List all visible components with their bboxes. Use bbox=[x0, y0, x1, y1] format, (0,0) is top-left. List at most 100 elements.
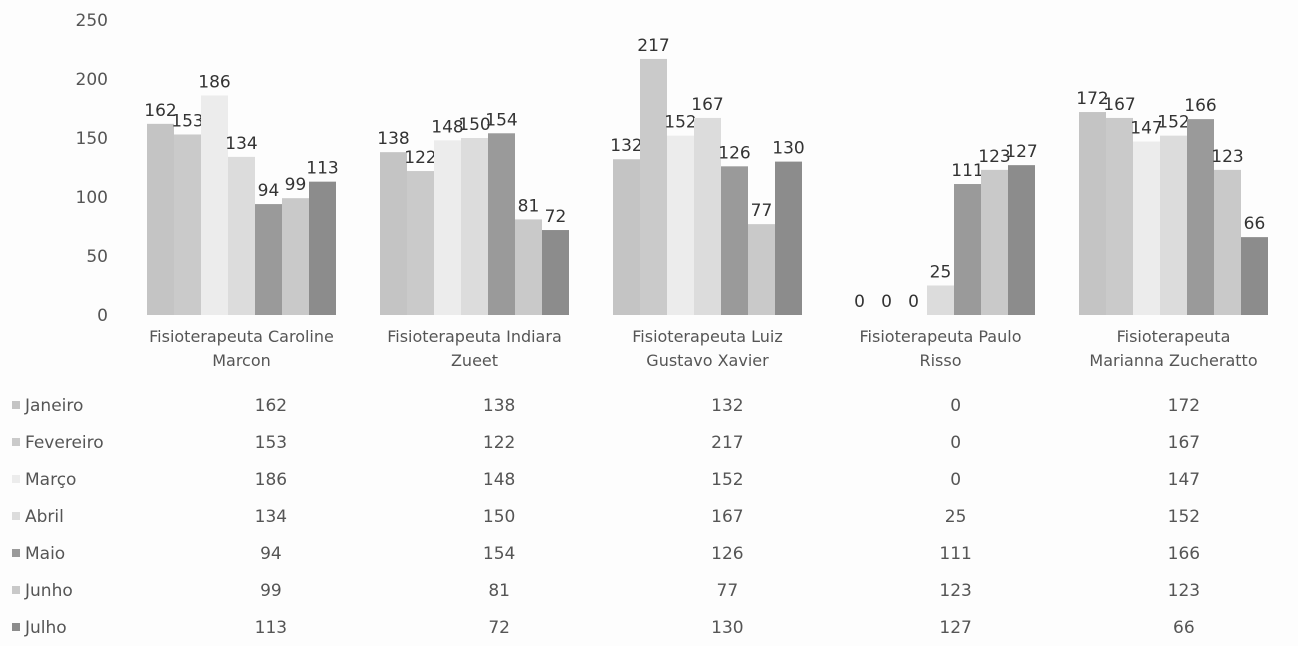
x-category-label: Zueet bbox=[451, 351, 498, 370]
legend-entry: Maio bbox=[0, 535, 157, 572]
legend-swatch bbox=[12, 437, 20, 446]
data-label: 147 bbox=[1130, 119, 1162, 139]
bar bbox=[775, 161, 802, 315]
data-label: 77 bbox=[751, 201, 773, 221]
x-category-label: Fisioterapeuta Caroline bbox=[149, 327, 334, 346]
table-cell: 148 bbox=[482, 469, 516, 490]
data-label: 167 bbox=[1103, 95, 1135, 115]
y-tick-label: 100 bbox=[76, 188, 108, 208]
table-cell: 123 bbox=[1167, 580, 1201, 601]
bar bbox=[981, 169, 1008, 315]
bar bbox=[1008, 165, 1035, 315]
bar bbox=[255, 204, 282, 315]
table-cell: 0 bbox=[950, 395, 962, 416]
table-row: Março 186 148 152 0 147 bbox=[0, 461, 1298, 498]
bar bbox=[201, 95, 228, 316]
y-tick-label: 150 bbox=[76, 129, 108, 149]
legend-entry: Abril bbox=[0, 498, 157, 535]
series-name: Julho bbox=[25, 617, 67, 638]
table-cell: 132 bbox=[711, 395, 744, 416]
bar bbox=[694, 117, 721, 315]
bar bbox=[1106, 117, 1133, 315]
bar bbox=[667, 135, 694, 315]
data-label: 148 bbox=[431, 117, 463, 137]
data-label: 150 bbox=[458, 115, 490, 135]
table-cell: 130 bbox=[711, 617, 744, 638]
table-cell: 153 bbox=[254, 432, 288, 453]
legend-swatch bbox=[12, 548, 20, 557]
bar bbox=[1187, 119, 1214, 316]
table-cell: 147 bbox=[1167, 469, 1201, 490]
bar bbox=[282, 198, 309, 315]
data-label: 130 bbox=[772, 139, 804, 159]
table-cell: 113 bbox=[254, 617, 288, 638]
table-cell: 127 bbox=[939, 617, 972, 638]
legend-entry: Junho bbox=[0, 572, 157, 609]
table-cell: 150 bbox=[482, 506, 516, 527]
table-cell: 167 bbox=[711, 506, 744, 527]
bar bbox=[1160, 135, 1187, 315]
table-row: Fevereiro 153 122 217 0 167 bbox=[0, 424, 1298, 461]
bar bbox=[1214, 169, 1241, 315]
data-label: 122 bbox=[404, 148, 436, 168]
bar bbox=[228, 156, 255, 315]
x-category-label: Marianna Zucheratto bbox=[1089, 351, 1257, 370]
legend-swatch bbox=[12, 511, 20, 520]
bar bbox=[407, 171, 434, 315]
data-label: 166 bbox=[1184, 96, 1216, 116]
table-cell: 94 bbox=[260, 543, 282, 564]
bar bbox=[1241, 237, 1268, 315]
data-label: 123 bbox=[1211, 147, 1243, 167]
table-cell: 186 bbox=[254, 469, 288, 490]
data-label: 153 bbox=[171, 111, 203, 131]
bar bbox=[1133, 141, 1160, 315]
y-tick-label: 200 bbox=[76, 70, 108, 90]
data-table: Janeiro 162 138 132 0 172 Fevereiro 153 122 217 0 1… bbox=[0, 387, 1298, 646]
data-label: 113 bbox=[306, 159, 338, 179]
series-name: Janeiro bbox=[25, 395, 84, 416]
bar bbox=[721, 166, 748, 315]
table-cell: 152 bbox=[711, 469, 744, 490]
table-cell: 81 bbox=[488, 580, 510, 601]
series-name: Fevereiro bbox=[25, 432, 104, 453]
data-label: 154 bbox=[485, 110, 517, 130]
table-cell: 166 bbox=[1167, 543, 1201, 564]
bar bbox=[542, 230, 569, 315]
data-label: 134 bbox=[225, 134, 257, 154]
bar bbox=[954, 184, 981, 315]
series-name: Maio bbox=[25, 543, 66, 564]
bar bbox=[309, 181, 336, 315]
bar bbox=[174, 134, 201, 315]
series-name: Abril bbox=[25, 506, 64, 527]
data-label: 152 bbox=[1157, 113, 1189, 133]
table-cell: 162 bbox=[254, 395, 288, 416]
table-cell: 77 bbox=[716, 580, 739, 601]
table-cell: 111 bbox=[939, 543, 972, 564]
x-category-label: Marcon bbox=[212, 351, 271, 370]
bar bbox=[640, 58, 667, 315]
data-label: 99 bbox=[285, 175, 307, 195]
data-label: 66 bbox=[1244, 214, 1266, 234]
legend-entry: Julho bbox=[0, 609, 157, 646]
data-label: 132 bbox=[610, 136, 642, 156]
data-label: 81 bbox=[518, 196, 540, 216]
data-label: 186 bbox=[198, 73, 230, 93]
bar bbox=[927, 285, 954, 315]
bar bbox=[434, 140, 461, 315]
data-label: 111 bbox=[951, 161, 983, 181]
bar bbox=[748, 224, 775, 315]
legend-entry: Março bbox=[0, 461, 157, 498]
series-name: Junho bbox=[25, 580, 73, 601]
data-label: 0 bbox=[854, 292, 865, 312]
data-label: 72 bbox=[545, 207, 567, 227]
bar bbox=[380, 152, 407, 315]
table-cell: 134 bbox=[254, 506, 288, 527]
table-cell: 126 bbox=[711, 543, 744, 564]
legend-swatch bbox=[12, 622, 20, 631]
table-cell: 25 bbox=[944, 506, 967, 527]
table-row: Julho 113 72 130 127 66 bbox=[0, 609, 1298, 646]
y-tick-label: 0 bbox=[97, 306, 108, 326]
series-name: Março bbox=[25, 469, 77, 490]
data-label: 0 bbox=[881, 292, 892, 312]
